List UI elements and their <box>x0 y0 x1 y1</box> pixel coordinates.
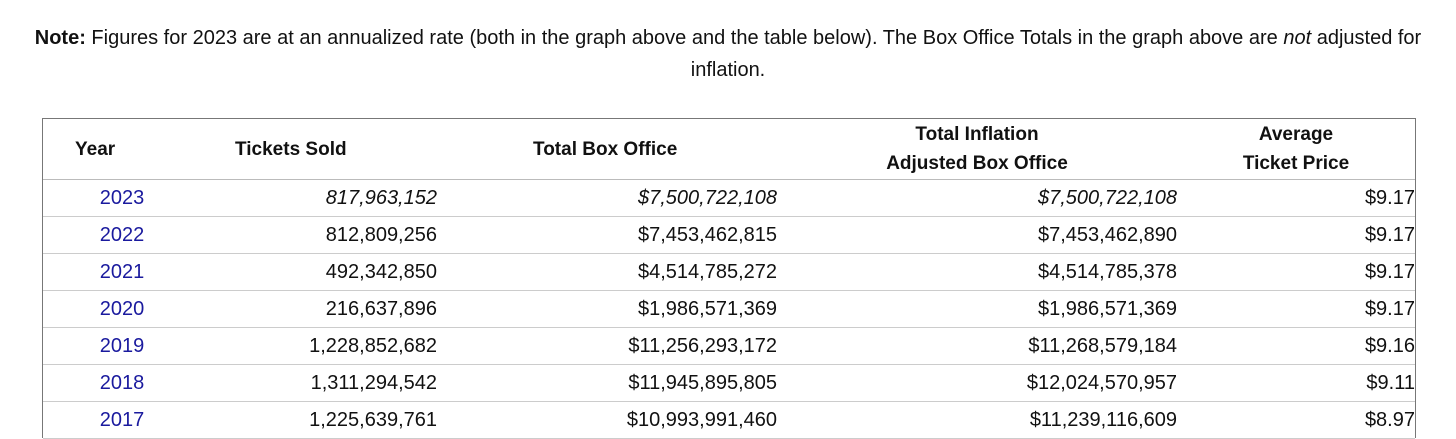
header-inflation-adjusted-line1: Total Inflation <box>915 124 1039 145</box>
inflation-adjusted-cell: $11,239,116,609 <box>777 401 1177 439</box>
header-tickets-sold: Tickets Sold <box>203 119 439 180</box>
total-box-office-cell: $10,993,991,460 <box>439 401 777 439</box>
tickets-sold-cell: 817,963,152 <box>203 179 439 217</box>
inflation-adjusted-cell-value: $1,986,571,369 <box>1037 297 1177 320</box>
average-ticket-price-cell: $9.16 <box>1177 327 1415 365</box>
table-row: 2022 812,809,256 $7,453,462,815 $7,453,462,… <box>43 216 1415 254</box>
inflation-adjusted-cell: $7,500,722,108 <box>777 179 1177 217</box>
inflation-adjusted-cell-value: $11,268,579,184 <box>1028 334 1177 357</box>
note-text-after: adjusted for inflation. <box>690 27 1422 81</box>
table-row: 2019 1,228,852,682 $11,256,293,172 $11,268,… <box>43 327 1415 365</box>
total-box-office-cell: $4,514,785,272 <box>439 253 777 291</box>
table-row: 2021 492,342,850 $4,514,785,272 $4,514,785,… <box>43 253 1415 291</box>
tickets-sold-cell: 1,311,294,542 <box>203 364 439 402</box>
header-total-box-office: Total Box Office <box>439 119 777 180</box>
header-avg-price-line2: Ticket Price <box>1242 153 1350 174</box>
year-cell: 2019 <box>43 327 203 365</box>
tickets-sold-cell: 812,809,256 <box>203 216 439 254</box>
average-ticket-price-cell: $9.17 <box>1177 216 1415 254</box>
table-body: 2023 817,963,152 $7,500,722,108 $7,500,722,… <box>43 179 1415 439</box>
year-cell: 2017 <box>43 401 203 439</box>
box-office-table-container: Year Tickets Sold Total Box Office Total… <box>42 118 1416 439</box>
year-link[interactable]: 2017 <box>99 408 145 431</box>
tickets-sold-cell: 492,342,850 <box>203 253 439 291</box>
tickets-sold-cell: 1,225,639,761 <box>203 401 439 439</box>
total-box-office-cell: $11,256,293,172 <box>439 327 777 365</box>
box-office-table: Year Tickets Sold Total Box Office Total… <box>43 119 1415 439</box>
table-row: 2020 216,637,896 $1,986,571,369 $1,986,571,… <box>43 290 1415 328</box>
year-cell: 2018 <box>43 364 203 402</box>
header-average-ticket-price: Average Ticket Price <box>1177 119 1415 180</box>
note-label: Note: <box>34 27 86 49</box>
year-link[interactable]: 2022 <box>99 223 145 246</box>
total-box-office-cell: $7,453,462,815 <box>439 216 777 254</box>
table-header-row: Year Tickets Sold Total Box Office Total… <box>43 119 1415 180</box>
year-cell: 2020 <box>43 290 203 328</box>
average-ticket-price-cell: $9.17 <box>1177 179 1415 217</box>
inflation-adjusted-cell: $12,024,570,957 <box>777 364 1177 402</box>
table-row: 2017 1,225,639,761 $10,993,991,460 $11,239,… <box>43 401 1415 439</box>
year-link[interactable]: 2023 <box>99 186 145 209</box>
average-ticket-price-cell: $9.17 <box>1177 253 1415 291</box>
total-box-office-cell: $7,500,722,108 <box>439 179 777 217</box>
header-avg-price-line1: Average <box>1258 124 1334 145</box>
average-ticket-price-cell: $9.17 <box>1177 290 1415 328</box>
total-box-office-cell: $1,986,571,369 <box>439 290 777 328</box>
inflation-adjusted-cell-value: $4,514,785,378 <box>1037 260 1177 283</box>
note-text-before: Figures for 2023 are at an annualized ra… <box>85 27 1284 49</box>
inflation-adjusted-cell: $7,453,462,890 <box>777 216 1177 254</box>
total-box-office-cell: $11,945,895,805 <box>439 364 777 402</box>
year-cell: 2021 <box>43 253 203 291</box>
inflation-adjusted-cell-value: $7,453,462,890 <box>1037 223 1177 246</box>
note-emphasis: not <box>1283 27 1312 49</box>
inflation-adjusted-cell-value: $12,024,570,957 <box>1026 371 1177 394</box>
year-cell: 2023 <box>43 179 203 217</box>
header-inflation-adjusted-line2: Adjusted Box Office <box>886 153 1068 174</box>
year-link[interactable]: 2021 <box>99 260 145 283</box>
table-row: 2018 1,311,294,542 $11,945,895,805 $12,024,… <box>43 364 1415 402</box>
table-row: 2023 817,963,152 $7,500,722,108 $7,500,722,… <box>43 179 1415 217</box>
inflation-note: Note: Figures for 2023 are at an annuali… <box>30 22 1426 86</box>
inflation-adjusted-cell: $11,268,579,184 <box>777 327 1177 365</box>
year-link[interactable]: 2020 <box>99 297 145 320</box>
tickets-sold-cell: 1,228,852,682 <box>203 327 439 365</box>
inflation-adjusted-cell-value: $11,239,116,609 <box>1029 408 1177 431</box>
inflation-adjusted-cell: $1,986,571,369 <box>777 290 1177 328</box>
year-link[interactable]: 2018 <box>99 371 145 394</box>
header-year: Year <box>43 119 203 180</box>
year-link[interactable]: 2019 <box>99 334 145 357</box>
average-ticket-price-cell: $9.11 <box>1177 364 1415 402</box>
year-cell: 2022 <box>43 216 203 254</box>
inflation-adjusted-cell: $4,514,785,378 <box>777 253 1177 291</box>
inflation-adjusted-cell-value: $7,500,722,108 <box>1037 186 1177 209</box>
tickets-sold-cell: 216,637,896 <box>203 290 439 328</box>
average-ticket-price-cell: $8.97 <box>1177 401 1415 439</box>
header-inflation-adjusted: Total Inflation Adjusted Box Office <box>777 119 1177 180</box>
